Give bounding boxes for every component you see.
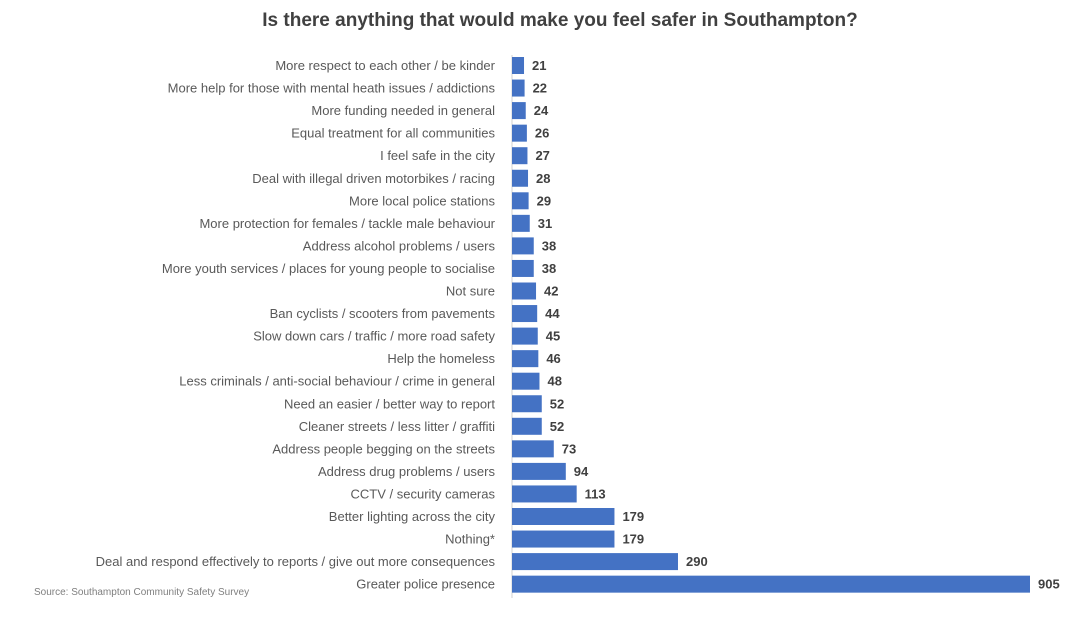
category-label: I feel safe in the city — [380, 148, 495, 163]
value-label: 52 — [550, 396, 564, 411]
bar — [512, 169, 529, 187]
category-label: Better lighting across the city — [329, 509, 496, 524]
category-label: More help for those with mental heath is… — [168, 81, 496, 96]
category-label: Address drug problems / users — [318, 464, 496, 479]
bar — [512, 508, 615, 525]
category-label: Slow down cars / traffic / more road saf… — [253, 329, 495, 344]
value-label: 29 — [537, 193, 551, 208]
value-label: 22 — [533, 81, 547, 96]
bar — [512, 259, 534, 277]
bar — [512, 79, 525, 97]
value-label: 31 — [538, 216, 552, 231]
value-label: 38 — [542, 238, 556, 253]
bar — [512, 214, 530, 232]
bar — [512, 327, 538, 345]
value-label: 905 — [1038, 577, 1060, 592]
source-note: Source: Southampton Community Safety Sur… — [34, 587, 249, 598]
value-label: 45 — [546, 329, 560, 344]
category-label: Not sure — [446, 284, 495, 299]
value-label: 179 — [622, 509, 644, 524]
bar — [512, 305, 538, 323]
bar — [512, 57, 525, 74]
category-label: More youth services / places for young p… — [162, 261, 495, 276]
category-label: Need an easier / better way to report — [284, 396, 495, 411]
category-label: Address people begging on the streets — [272, 441, 495, 456]
value-label: 179 — [622, 532, 644, 547]
bar — [512, 440, 554, 458]
value-label: 94 — [574, 464, 589, 479]
value-label: 48 — [547, 374, 561, 389]
value-label: 46 — [546, 351, 560, 366]
bar — [512, 395, 542, 413]
category-label: More respect to each other / be kinder — [275, 58, 495, 73]
value-label: 21 — [532, 58, 546, 73]
bar — [512, 147, 528, 165]
bar — [512, 417, 542, 435]
category-label: More local police stations — [349, 193, 495, 208]
bar — [512, 350, 539, 368]
bar — [512, 282, 537, 300]
bar — [512, 124, 527, 142]
bar — [512, 102, 526, 120]
bar — [512, 372, 540, 390]
bar — [512, 530, 615, 548]
category-label: Deal and respond effectively to reports … — [96, 554, 496, 569]
bar — [512, 237, 534, 255]
bar — [512, 575, 1030, 593]
bar — [512, 462, 566, 480]
category-label: Greater police presence — [356, 577, 495, 592]
value-label: 28 — [536, 171, 550, 186]
category-label: Equal treatment for all communities — [291, 126, 495, 141]
bars-group: More respect to each other / be kinder 21… — [96, 57, 1060, 593]
value-label: 52 — [550, 419, 564, 434]
category-label: Cleaner streets / less litter / graffiti — [299, 419, 495, 434]
category-label: Ban cyclists / scooters from pavements — [270, 306, 496, 321]
bar — [512, 553, 678, 571]
value-label: 42 — [544, 284, 558, 299]
category-label: Help the homeless — [387, 351, 495, 366]
value-label: 73 — [562, 441, 576, 456]
bar — [512, 192, 529, 210]
value-label: 290 — [686, 554, 708, 569]
category-label: More protection for females / tackle mal… — [199, 216, 495, 231]
value-label: 26 — [535, 126, 549, 141]
value-label: 38 — [542, 261, 556, 276]
category-label: CCTV / security cameras — [351, 486, 496, 501]
value-label: 113 — [585, 486, 606, 501]
value-label: 27 — [535, 148, 549, 163]
category-label: More funding needed in general — [311, 103, 495, 118]
bar — [512, 485, 577, 503]
chart-title: Is there anything that would make you fe… — [262, 10, 857, 31]
value-label: 24 — [534, 103, 549, 118]
value-label: 44 — [545, 306, 560, 321]
category-label: Less criminals / anti-social behaviour /… — [179, 374, 495, 389]
category-label: Address alcohol problems / users — [303, 238, 496, 253]
category-label: Nothing* — [445, 532, 495, 547]
category-label: Deal with illegal driven motorbikes / ra… — [252, 171, 495, 186]
